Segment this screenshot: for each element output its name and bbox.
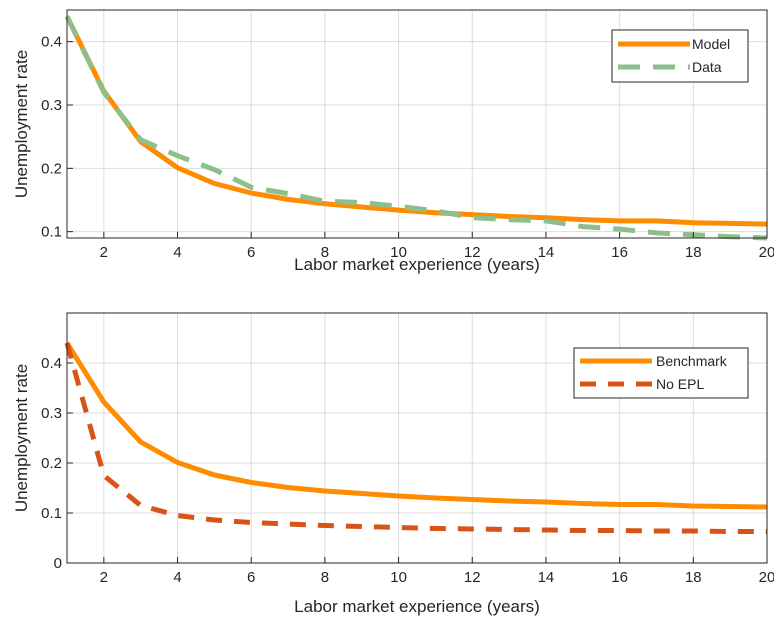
top-panel: 2 4 6 8 10 12 14 16 18 20 0.1 0.2 0.3 0.4 Labor marke…: [12, 9, 774, 274]
top-x-tick-label: 20: [759, 244, 774, 261]
bottom-series: [64, 341, 768, 534]
top-plot-frame: [66, 9, 768, 239]
top-y-axis-label: Unemployment rate: [12, 50, 31, 198]
top-x-tick-label: 18: [685, 244, 702, 261]
top-legend-label-data: Data: [692, 59, 722, 75]
top-series-data-line: [64, 15, 768, 241]
bottom-panel: 2 4 6 8 10 12 14 16 18 20 0 0.1 0.2 0.3 0.4 Labor mark…: [12, 312, 774, 616]
top-y-tick-label: 0.4: [41, 34, 62, 51]
bottom-y-tick-label: 0.3: [41, 405, 62, 422]
top-legend-label-model: Model: [692, 36, 730, 52]
bottom-y-tick-label: 0.2: [41, 455, 62, 472]
top-y-tick-label: 0.2: [41, 160, 62, 177]
top-x-tick-label: 16: [611, 244, 628, 261]
bottom-x-tick-label: 6: [247, 569, 255, 586]
top-y-tick-label: 0.3: [41, 97, 62, 114]
top-x-tick-label: 14: [538, 244, 555, 261]
top-grid: [67, 10, 768, 238]
bottom-x-tick-label: 16: [611, 569, 628, 586]
bottom-x-tick-label: 4: [173, 569, 181, 586]
top-x-tick-label: 2: [100, 244, 108, 261]
top-x-tick-label: 8: [321, 244, 329, 261]
bottom-legend[interactable]: Benchmark No EPL: [573, 347, 749, 399]
bottom-y-tick-label: 0.1: [41, 505, 62, 522]
top-series: [64, 15, 768, 241]
bottom-series-no-epl-line: [64, 342, 767, 534]
top-ticks: 2 4 6 8 10 12 14 16 18 20 0.1 0.2 0.3 0.4: [41, 34, 774, 261]
bottom-x-tick-label: 12: [464, 569, 481, 586]
bottom-x-axis-label: Labor market experience (years): [294, 597, 540, 616]
top-series-model-line: [64, 15, 768, 227]
bottom-x-tick-label: 8: [321, 569, 329, 586]
bottom-x-tick-label: 18: [685, 569, 702, 586]
top-x-axis-label: Labor market experience (years): [294, 255, 540, 274]
bottom-legend-box: [573, 347, 749, 399]
bottom-x-tick-label: 20: [759, 569, 774, 586]
bottom-plot-frame: [66, 312, 768, 564]
top-x-tick-label: 6: [247, 244, 255, 261]
bottom-x-tick-label: 2: [100, 569, 108, 586]
bottom-x-tick-label: 14: [538, 569, 555, 586]
top-legend-box: [611, 29, 749, 83]
bottom-series-benchmark-line: [64, 341, 768, 510]
top-x-tick-label: 12: [464, 244, 481, 261]
bottom-x-tick-label: 10: [390, 569, 407, 586]
bottom-y-tick-label: 0: [54, 555, 62, 572]
top-x-tick-label: 10: [390, 244, 407, 261]
top-x-tick-label: 4: [173, 244, 181, 261]
top-y-tick-label: 0.1: [41, 224, 62, 241]
bottom-legend-label-benchmark: Benchmark: [656, 353, 728, 369]
bottom-y-tick-label: 0.4: [41, 355, 62, 372]
bottom-legend-label-no-epl: No EPL: [656, 376, 704, 392]
bottom-ticks: 2 4 6 8 10 12 14 16 18 20 0 0.1 0.2 0.3 0.4: [41, 355, 774, 586]
top-legend[interactable]: Model Data: [611, 29, 749, 83]
bottom-y-axis-label: Unemployment rate: [12, 364, 31, 512]
